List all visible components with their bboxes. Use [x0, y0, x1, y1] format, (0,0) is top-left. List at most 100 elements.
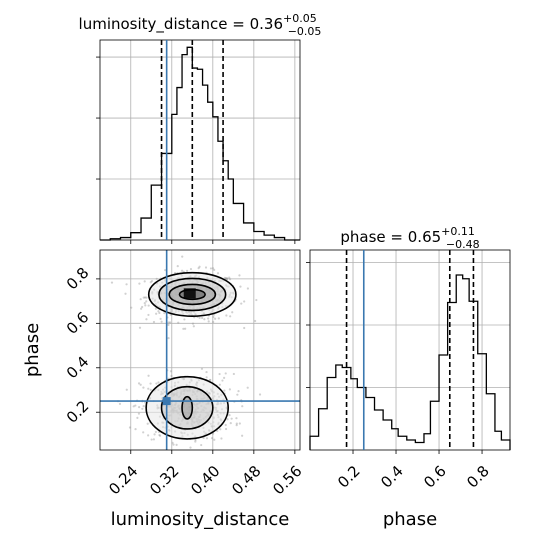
scatter-point-444: [138, 326, 142, 329]
scatter-point-525: [205, 437, 209, 440]
scatter-point-635: [146, 422, 149, 425]
x-tick-label-joint-1: 0.32: [146, 462, 182, 498]
scatter-point-263: [155, 277, 158, 280]
scatter-point-189: [167, 323, 170, 326]
scatter-point-809: [219, 428, 222, 431]
scatter-point-869: [134, 404, 137, 407]
scatter-point-455: [154, 307, 157, 310]
scatter-point-413: [223, 276, 227, 279]
scatter-point-285: [182, 327, 185, 330]
scatter-point-287: [213, 268, 216, 271]
scatter-point-332: [157, 310, 160, 313]
y-tick-label-joint-1: 0.4: [63, 353, 93, 383]
scatter-point-775: [226, 418, 229, 421]
scatter-point-468: [216, 272, 220, 275]
scatter-point-596: [229, 422, 232, 425]
scatter-point-262: [167, 337, 170, 340]
title-phase-sup: +0.11: [441, 225, 475, 238]
scatter-point-175: [110, 281, 114, 284]
scatter-point-415: [180, 269, 184, 272]
scatter-point-497: [152, 320, 156, 324]
scatter-point-223: [255, 298, 258, 302]
x-axis-label-luminosity-distance: luminosity_distance: [111, 509, 290, 530]
scatter-point-279: [150, 280, 154, 283]
scatter-point-928: [235, 422, 238, 425]
scatter-point-465: [125, 283, 128, 286]
histogram-phase: [309, 274, 511, 450]
scatter-point-126: [226, 277, 229, 280]
y-tick-label-joint-0: 0.2: [63, 397, 93, 427]
scatter-point-841: [139, 383, 142, 386]
scatter-point-718: [125, 388, 128, 391]
truth-marker: [162, 397, 171, 406]
scatter-point-838: [218, 372, 221, 376]
scatter-point-712: [236, 393, 239, 396]
title-phase: phase = 0.65+0.11 −0.48: [340, 225, 479, 251]
scatter-point-776: [157, 381, 160, 384]
scatter-point-720: [152, 438, 155, 441]
scatter-point-636: [149, 388, 152, 391]
scatter-point-418: [130, 306, 133, 309]
scatter-point-451: [246, 287, 249, 290]
scatter-point-880: [205, 376, 208, 379]
x-tick-labels-joint: 0.24 0.32 0.40 0.48 0.56: [105, 462, 305, 498]
scatter-point-952: [209, 378, 212, 382]
scatter-point-380: [185, 269, 189, 272]
scatter-point-306: [198, 316, 201, 319]
scatter-point-950: [154, 430, 157, 434]
scatter-point-308: [197, 267, 200, 270]
title-phase-sub: −0.48: [446, 238, 480, 251]
title-phase-main: phase = 0.65: [340, 228, 441, 246]
histogram-luminosity-distance: [100, 46, 300, 241]
scatter-point-786: [228, 388, 231, 391]
scatter-point-243: [177, 321, 180, 324]
y-axis-label-phase: phase: [22, 323, 43, 377]
scatter-point-186: [231, 311, 234, 314]
scatter-point-196: [254, 319, 257, 323]
scatter-point-641: [235, 417, 238, 420]
scatter-point-538: [258, 393, 262, 396]
scatter-point-791: [147, 374, 150, 377]
scatter-point-943: [142, 386, 145, 389]
scatter-point-807: [141, 407, 144, 410]
x-tick-label-joint-3: 0.48: [228, 462, 264, 498]
scatter-point-528: [132, 405, 135, 408]
scatter-point-79: [240, 302, 243, 305]
x-tick-label-phase-1: 0.4: [377, 462, 407, 492]
quantile-lines-phase: [345, 250, 475, 450]
scatter-point-970: [235, 424, 238, 427]
scatter-point-951: [150, 438, 153, 441]
scatter-point-989: [189, 446, 192, 449]
grid-phase-1d: [310, 250, 510, 450]
title-luminosity-distance-sub: −0.05: [288, 25, 322, 38]
scatter-point-760: [213, 438, 216, 441]
scatter-point-221: [229, 315, 232, 318]
scatter-point-828: [218, 383, 221, 386]
scatter-point-314: [243, 326, 246, 330]
x-ticks-luminosity-distance-1d: [130, 240, 296, 244]
scatter-point-384: [228, 276, 231, 279]
scatter-point-367: [181, 255, 184, 258]
scatter-point-283: [191, 322, 195, 325]
contour-1-0: [181, 395, 194, 420]
scatter-point-218: [239, 285, 242, 288]
title-luminosity-distance-sup: +0.05: [283, 12, 317, 25]
scatter-point-819: [230, 417, 233, 420]
x-ticks-joint: [130, 450, 296, 454]
scatter-point-257: [145, 300, 148, 303]
scatter-point-106: [147, 313, 150, 317]
scatter-point-98: [164, 268, 167, 272]
density-peak: [183, 288, 196, 299]
x-tick-labels-phase-1d: 0.2 0.4 0.6 0.8: [334, 462, 493, 492]
scatter-point-889: [208, 378, 211, 382]
frame-phase-1d: [309, 249, 511, 451]
scatter-point-204: [149, 281, 152, 284]
y-ticks-phase-1d: [306, 262, 310, 388]
y-tick-label-joint-3: 0.8: [63, 264, 93, 294]
scatter-point-20: [217, 317, 220, 320]
scatter-point-159: [141, 305, 144, 309]
scatter-point-690: [223, 389, 226, 392]
y-ticks-joint: [96, 278, 100, 413]
scatter-point-5: [143, 302, 146, 305]
scatter-point-482: [139, 298, 142, 301]
